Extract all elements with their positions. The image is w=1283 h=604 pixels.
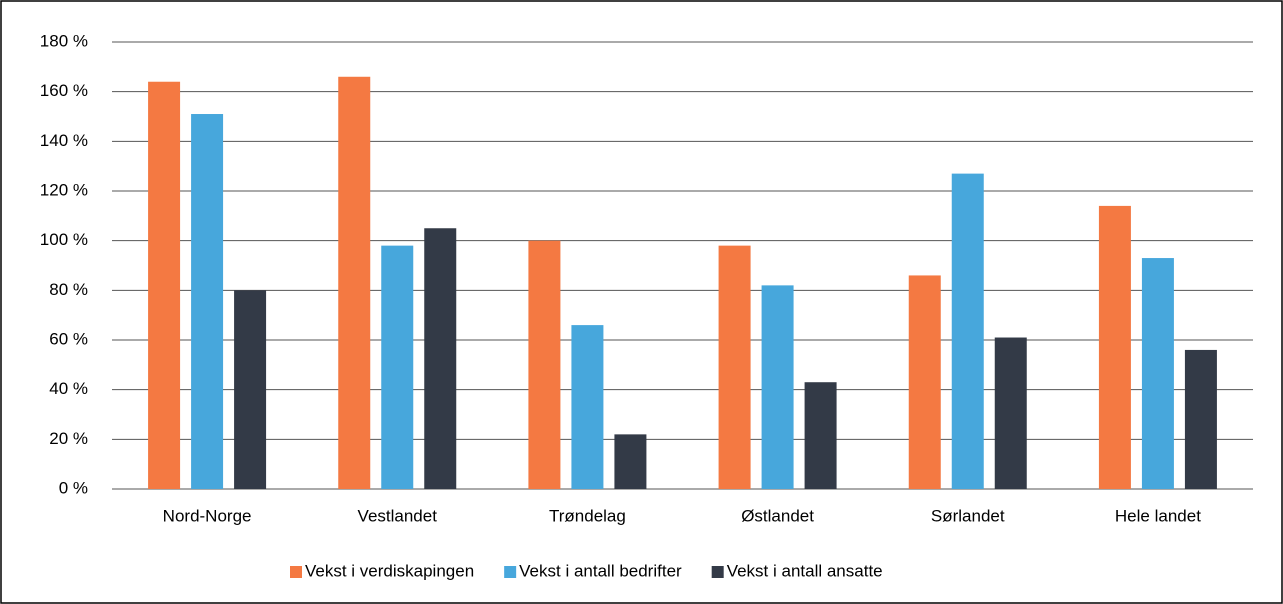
- legend-label: Vekst i antall ansatte: [727, 561, 883, 580]
- x-tick-label: Hele landet: [1115, 506, 1201, 525]
- bar: [1184, 349, 1217, 489]
- bar: [908, 275, 941, 489]
- y-tick-label: 60 %: [49, 329, 88, 348]
- y-tick-label: 120 %: [40, 180, 88, 199]
- bar: [148, 81, 181, 489]
- x-tick-label: Nord-Norge: [163, 506, 252, 525]
- y-tick-label: 80 %: [49, 280, 88, 299]
- y-tick-label: 160 %: [40, 81, 88, 100]
- legend-swatch: [711, 566, 724, 578]
- x-tick-label: Vestlandet: [358, 506, 438, 525]
- bar: [1141, 258, 1174, 489]
- bar: [338, 76, 371, 490]
- y-tick-label: 140 %: [40, 131, 88, 150]
- y-tick-label: 20 %: [49, 429, 88, 448]
- bar: [234, 290, 267, 489]
- y-tick-label: 180 %: [40, 31, 88, 50]
- x-tick-label: Trøndelag: [549, 506, 626, 525]
- bar: [191, 114, 224, 490]
- bar: [571, 325, 604, 489]
- bar: [718, 245, 751, 489]
- legend-label: Vekst i verdiskapingen: [305, 561, 474, 580]
- x-tick-label: Østlandet: [741, 506, 814, 525]
- bar: [381, 245, 414, 489]
- bar: [761, 285, 794, 489]
- x-tick-label: Sørlandet: [931, 506, 1005, 525]
- legend-swatch: [504, 566, 517, 578]
- y-tick-label: 40 %: [49, 379, 88, 398]
- legend-label: Vekst i antall bedrifter: [519, 561, 682, 580]
- bar: [994, 337, 1027, 489]
- bar: [424, 228, 457, 489]
- y-tick-label: 100 %: [40, 230, 88, 249]
- bar: [528, 240, 561, 489]
- bar: [804, 382, 837, 489]
- bar: [951, 173, 984, 489]
- bar: [614, 434, 647, 489]
- bar: [1098, 205, 1131, 489]
- legend-swatch: [290, 566, 302, 578]
- y-tick-label: 0 %: [59, 478, 88, 497]
